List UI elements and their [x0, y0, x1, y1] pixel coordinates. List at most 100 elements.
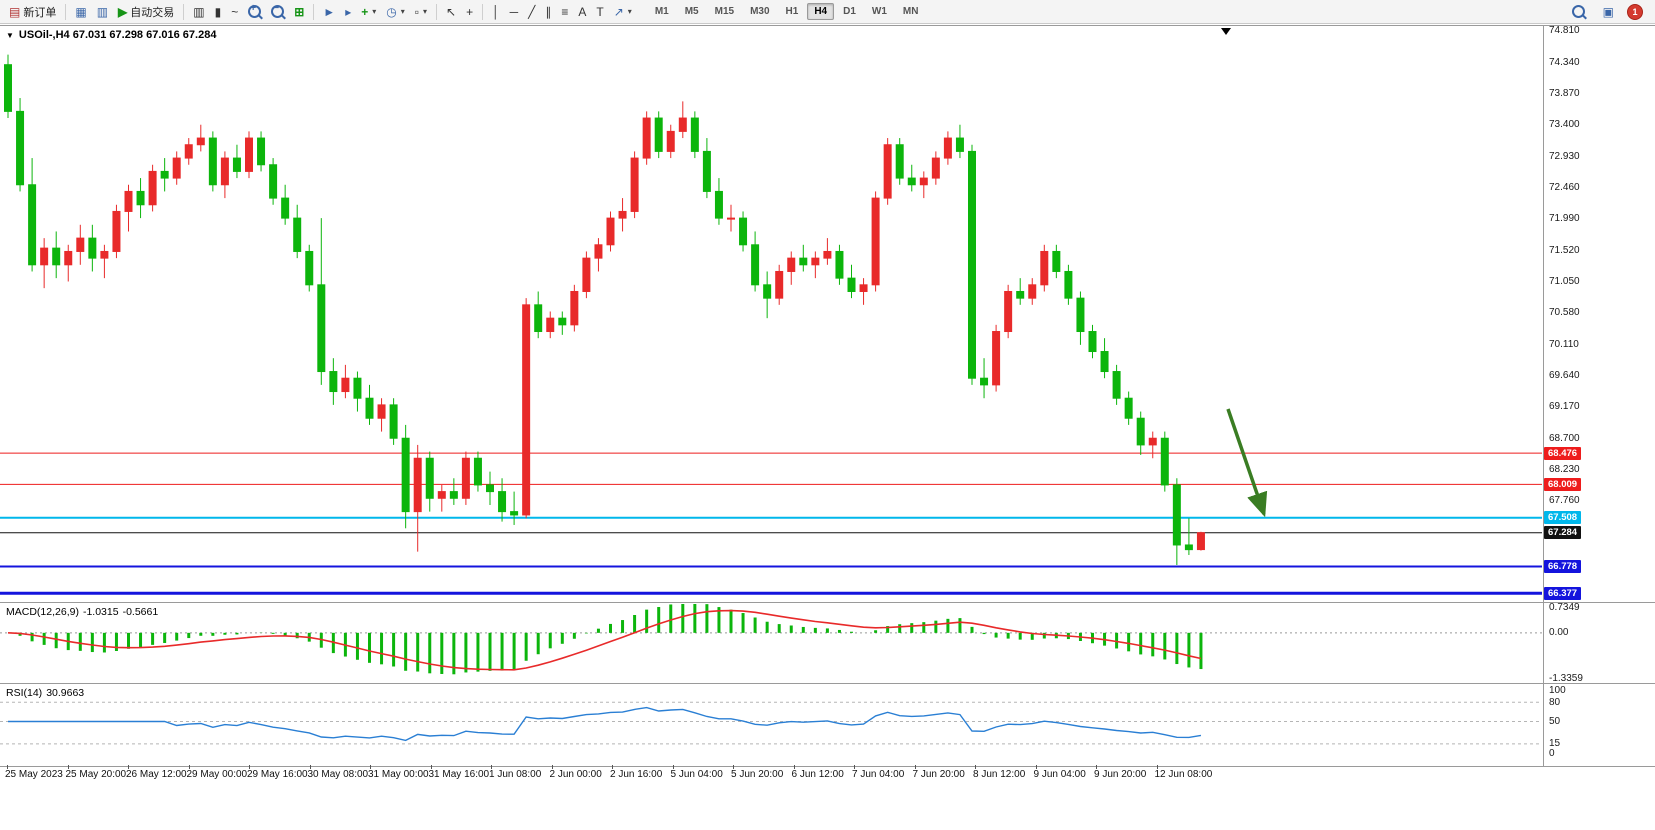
time-label: 9 Jun 20:00 — [1094, 769, 1147, 780]
rsi-tick-label: 100 — [1549, 685, 1566, 696]
autotrading-label: 自动交易 — [130, 6, 175, 19]
text-button[interactable]: A — [573, 0, 591, 23]
price-tick-label: 70.580 — [1549, 307, 1580, 319]
clock-icon: ◷ — [386, 4, 397, 19]
time-tick — [370, 765, 371, 769]
zoom-in-button[interactable] — [243, 0, 266, 23]
chart-shift-button[interactable]: ▸ — [340, 0, 356, 23]
macd-panel[interactable] — [0, 604, 1543, 682]
data-box-button[interactable]: ▣ — [1598, 0, 1619, 23]
shapes-button[interactable]: ↗ ▾ — [609, 0, 637, 23]
timeframe-mn-button[interactable]: MN — [902, 6, 919, 17]
toolbar-separator — [436, 3, 438, 20]
chart-window[interactable]: ▼ USOil-,H4 67.031 67.298 67.016 67.284 … — [0, 24, 1655, 830]
zoom-in-icon — [248, 3, 262, 18]
time-tick — [188, 765, 190, 769]
time-label: 30 May 08:00 — [307, 769, 369, 780]
price-tick-label: 74.340 — [1549, 56, 1580, 68]
candle-chart-icon: ▮ — [214, 4, 222, 19]
channel-icon: ∥ — [545, 4, 552, 19]
price-tick-label: 70.110 — [1549, 338, 1579, 350]
horizontal-line-button[interactable]: ─ — [505, 0, 524, 23]
macd-label: MACD(12,26,9) -1.0315 -0.5661 — [6, 606, 162, 618]
data-window-button[interactable]: ▥ — [92, 0, 113, 23]
price-tick-label: 73.400 — [1549, 119, 1580, 131]
crosshair-icon: + — [466, 4, 474, 19]
candle-chart-button[interactable]: ▮ — [210, 0, 227, 23]
add-indicator-icon: + — [361, 4, 369, 19]
timeframe-m5-button[interactable]: M5 — [684, 6, 699, 17]
zoom-out-button[interactable] — [266, 0, 289, 23]
line-chart-icon: ~ — [231, 4, 239, 19]
time-tick — [551, 765, 553, 769]
trendline-button[interactable]: ╱ — [523, 0, 540, 23]
time-tick — [672, 765, 674, 769]
timeframe-m1-button[interactable]: M1 — [654, 6, 669, 17]
auto-scroll-icon: ► — [323, 4, 336, 19]
rsi-panel[interactable] — [0, 685, 1543, 765]
autotrading-play-icon: ▶ — [118, 4, 128, 19]
vertical-line-button[interactable]: │ — [487, 0, 505, 23]
cursor-button[interactable]: ↖ — [441, 0, 461, 23]
chart-title: ▼ USOil-,H4 67.031 67.298 67.016 67.284 — [6, 29, 216, 41]
macd-name: MACD(12,26,9) — [6, 606, 79, 618]
time-label: 29 May 00:00 — [186, 769, 248, 780]
chart-shift-icon: ▸ — [345, 4, 352, 19]
fibonacci-button[interactable]: ≡ — [556, 0, 573, 23]
timeframe-h1-button[interactable]: H1 — [785, 6, 799, 17]
arrow-shape-icon: ↗ — [613, 4, 624, 19]
main-price-chart[interactable] — [0, 26, 1543, 601]
price-level-tag: 67.284 — [1544, 526, 1582, 540]
timeframe-d1-button[interactable]: D1 — [843, 6, 856, 17]
notification-badge[interactable]: 1 — [1627, 3, 1643, 20]
timeframe-m15-button[interactable]: M15 — [714, 6, 735, 17]
add-indicator-button[interactable]: + ▾ — [356, 0, 381, 23]
time-label: 5 Jun 04:00 — [670, 769, 723, 780]
symbol-dropdown-icon[interactable]: ▼ — [6, 30, 14, 40]
timeframe-h4-button[interactable]: H4 — [807, 3, 835, 20]
bar-chart-button[interactable]: ▥ — [188, 0, 209, 23]
price-axis-border — [1543, 25, 1544, 766]
autotrading-button[interactable]: ▶ 自动交易 — [113, 0, 179, 23]
time-label: 1 Jun 08:00 — [489, 769, 542, 780]
price-tick-label: 71.050 — [1549, 275, 1580, 287]
time-tick — [1035, 765, 1037, 769]
time-axis-border — [0, 766, 1655, 767]
price-tick-label: 72.460 — [1549, 181, 1580, 193]
new-order-button[interactable]: ▤ 新订单 — [4, 0, 61, 23]
search-button[interactable] — [1567, 0, 1590, 23]
rsi-tick-label: 50 — [1549, 715, 1561, 727]
time-axis[interactable]: 25 May 2023 25 May 20:00 26 May 12:00 29 Ma… — [0, 765, 1655, 786]
price-level-tag: 67.508 — [1544, 511, 1582, 525]
timeframe-w1-button[interactable]: W1 — [871, 6, 887, 17]
search-icon — [1571, 5, 1585, 18]
charts-button[interactable]: ▦ — [70, 0, 91, 23]
rsi-tick-label: 15 — [1549, 738, 1561, 750]
toolbar-separator — [482, 3, 484, 20]
time-tick — [7, 765, 8, 769]
toolbar-right-group: ▣ 1 — [1567, 0, 1651, 23]
auto-scroll-button[interactable]: ► — [318, 0, 340, 23]
price-level-tag: 66.778 — [1544, 559, 1582, 573]
data-box-icon: ▣ — [1602, 4, 1614, 19]
timeframe-m30-button[interactable]: M30 — [750, 6, 770, 17]
period-button[interactable]: ◷ ▾ — [381, 0, 410, 23]
zoom-out-icon — [271, 3, 285, 18]
time-tick — [491, 765, 492, 769]
time-tick — [914, 765, 916, 769]
time-label: 31 May 16:00 — [428, 769, 490, 780]
time-tick — [854, 765, 855, 769]
time-label: 25 May 2023 — [5, 769, 63, 780]
rsi-name: RSI(14) — [6, 687, 43, 699]
label-button[interactable]: T — [591, 0, 608, 23]
template-button[interactable]: ▫ ▾ — [410, 0, 432, 23]
line-chart-button[interactable]: ~ — [226, 0, 243, 23]
channel-button[interactable]: ∥ — [540, 0, 556, 23]
macd-panel-splitter[interactable] — [0, 602, 1655, 603]
time-label: 26 May 12:00 — [126, 769, 187, 780]
toolbar-separator — [183, 3, 185, 20]
rsi-panel-splitter[interactable] — [0, 683, 1655, 684]
time-tick — [249, 765, 250, 769]
crosshair-button[interactable]: + — [461, 0, 478, 23]
tile-windows-button[interactable]: ⊞ — [289, 0, 309, 23]
